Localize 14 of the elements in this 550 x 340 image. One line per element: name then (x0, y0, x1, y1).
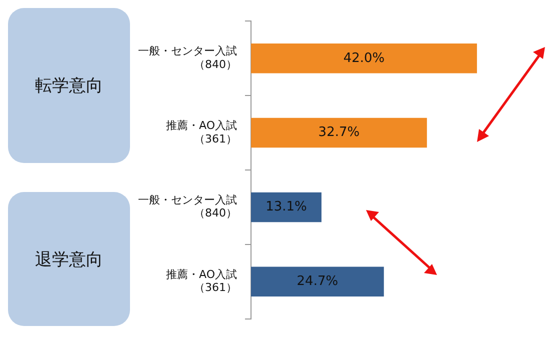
data-label: 24.7% (296, 274, 338, 289)
y-tick-label: 一般・センター入試（840） (138, 193, 237, 220)
text: 転学意向 (8, 8, 130, 163)
data-label: 13.1% (266, 200, 307, 215)
bar (251, 44, 477, 74)
bar (251, 118, 427, 148)
y-tick-label: 一般・センター入試（840） (138, 44, 237, 71)
y-tick-label: 推薦・AO入試（361） (166, 119, 237, 146)
bar (251, 266, 384, 296)
data-label: 32.7% (318, 125, 360, 140)
text: 退学意向 (8, 192, 130, 326)
data-label: 42.0% (343, 50, 385, 66)
y-tick-label: 推薦・AO入試（361） (166, 268, 237, 294)
bar (251, 192, 322, 222)
